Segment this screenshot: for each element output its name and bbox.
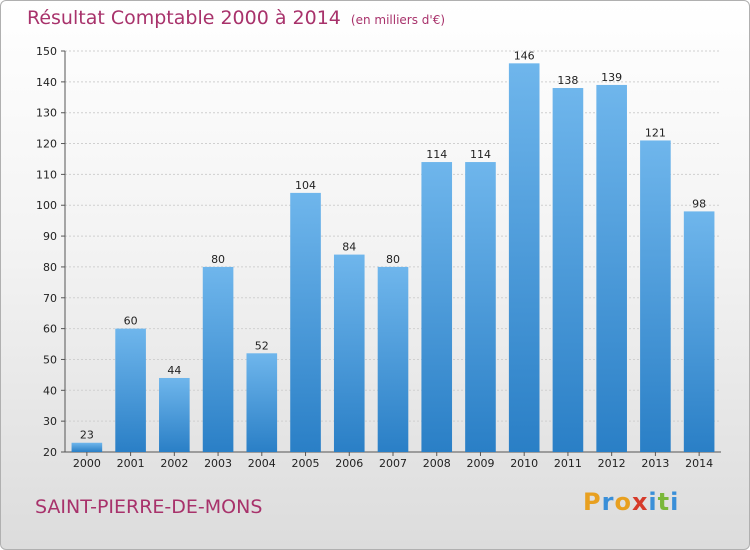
bar — [640, 140, 671, 452]
logo-letter: t — [657, 488, 671, 516]
y-tick-label: 140 — [36, 76, 57, 89]
bar — [508, 63, 540, 452]
chart-title: Résultat Comptable 2000 à 2014 (en millie… — [27, 7, 445, 29]
data-label: 114 — [426, 148, 447, 161]
logo-letter: o — [614, 488, 632, 516]
logo-letter: r — [601, 488, 615, 516]
bar — [290, 192, 321, 452]
data-label: 139 — [601, 71, 622, 84]
x-tick-label: 2007 — [379, 457, 407, 470]
y-tick-label: 70 — [43, 292, 57, 305]
x-tick-label: 2010 — [510, 457, 538, 470]
bar — [683, 211, 715, 452]
logo-letter: i — [670, 488, 680, 516]
y-tick-label: 40 — [43, 384, 57, 397]
y-tick-label: 90 — [43, 230, 57, 243]
bar — [377, 266, 409, 452]
y-tick-label: 60 — [43, 323, 57, 336]
data-label: 84 — [342, 241, 356, 254]
x-tick-label: 2000 — [73, 457, 101, 470]
x-tick-label: 2008 — [423, 457, 451, 470]
x-tick-label: 2006 — [335, 457, 363, 470]
data-label: 114 — [470, 148, 491, 161]
y-tick-label: 80 — [43, 261, 57, 274]
chart-subtitle: (en milliers d'€) — [350, 13, 446, 27]
bar — [333, 254, 365, 452]
data-label: 44 — [167, 364, 181, 377]
data-label: 104 — [295, 179, 316, 192]
data-label: 138 — [557, 74, 578, 87]
data-label: 146 — [514, 49, 535, 62]
y-tick-label: 20 — [43, 446, 57, 459]
bar — [246, 353, 278, 452]
bar — [552, 88, 584, 452]
x-tick-label: 2009 — [466, 457, 494, 470]
y-tick-label: 120 — [36, 138, 57, 151]
x-tick-label: 2001 — [117, 457, 145, 470]
data-label: 23 — [80, 429, 94, 442]
proxiti-logo: Proxiti — [583, 488, 679, 516]
bar — [159, 377, 190, 452]
data-label: 60 — [124, 315, 138, 328]
bar — [115, 328, 146, 452]
data-label: 98 — [692, 197, 706, 210]
location-name: SAINT-PIERRE-DE-MONS — [35, 496, 263, 518]
x-tick-label: 2012 — [598, 457, 626, 470]
chart-title-text: Résultat Comptable 2000 à 2014 — [27, 7, 341, 29]
data-label: 80 — [211, 253, 225, 266]
x-tick-label: 2004 — [248, 457, 276, 470]
y-tick-label: 100 — [36, 199, 57, 212]
logo-letter: i — [648, 488, 658, 516]
data-label: 121 — [645, 126, 666, 139]
bar — [596, 84, 627, 452]
x-tick-label: 2003 — [204, 457, 232, 470]
x-tick-label: 2011 — [554, 457, 582, 470]
logo-letter: P — [583, 488, 602, 516]
x-tick-label: 2005 — [292, 457, 320, 470]
bar — [71, 442, 103, 452]
bar — [202, 266, 234, 452]
bar — [421, 162, 453, 453]
data-label: 52 — [255, 339, 269, 352]
logo-letter: x — [631, 488, 649, 516]
x-tick-label: 2014 — [685, 457, 713, 470]
y-tick-label: 130 — [36, 107, 57, 120]
x-tick-label: 2002 — [160, 457, 188, 470]
bar — [465, 162, 496, 453]
y-tick-label: 30 — [43, 415, 57, 428]
y-tick-label: 110 — [36, 168, 57, 181]
y-tick-label: 50 — [43, 353, 57, 366]
data-label: 80 — [386, 253, 400, 266]
y-tick-label: 150 — [36, 45, 57, 58]
x-tick-label: 2013 — [641, 457, 669, 470]
